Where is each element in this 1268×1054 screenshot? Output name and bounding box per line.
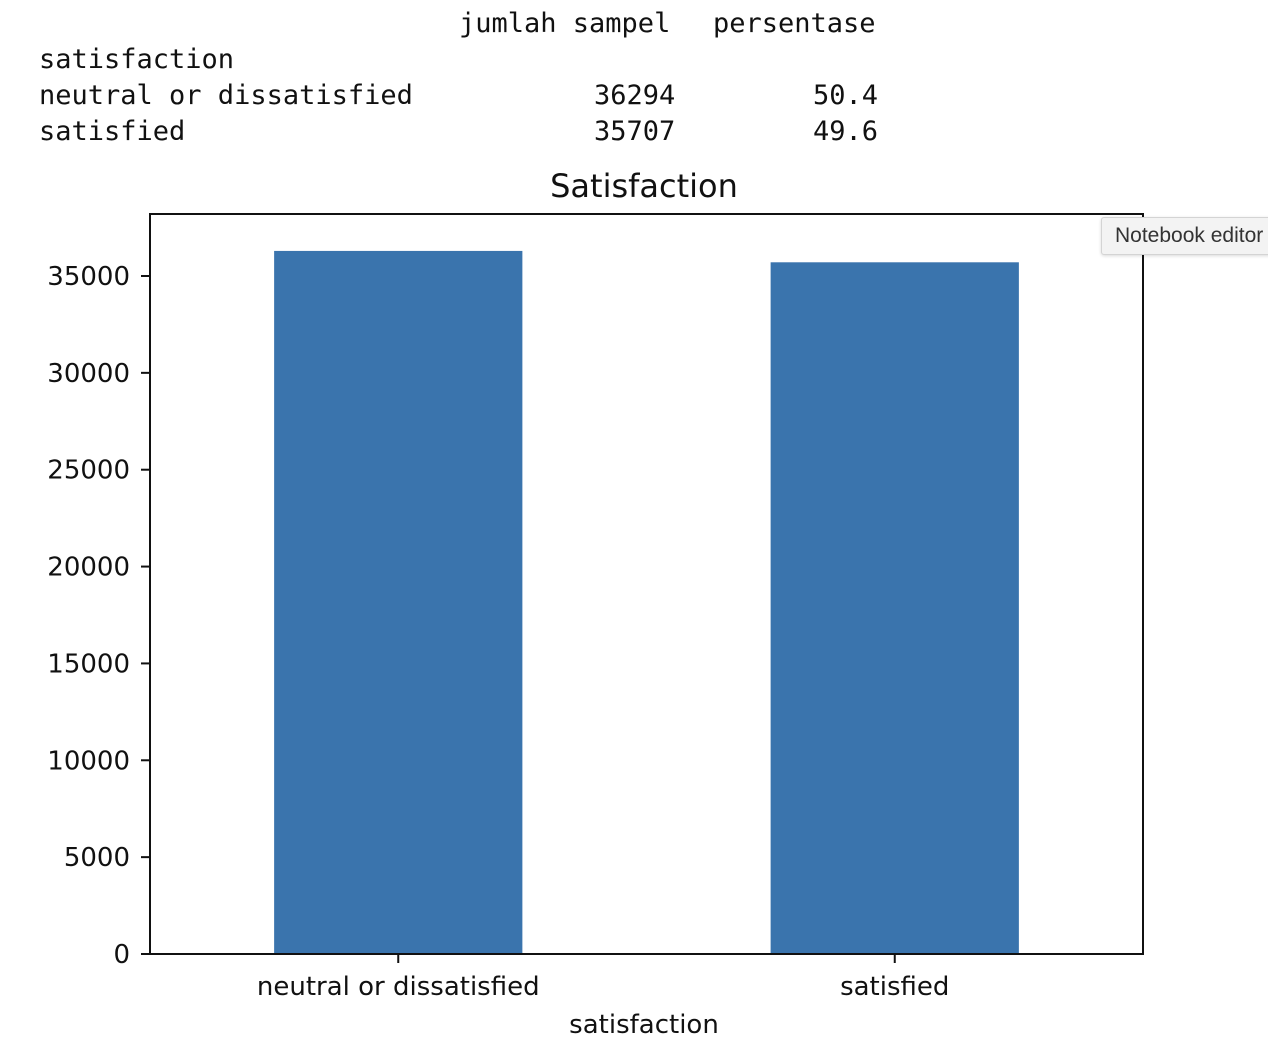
y-tick-label: 0 [113, 940, 130, 970]
bar [770, 262, 1019, 955]
bars-group [274, 250, 1019, 955]
y-axis: 0 5000 10000 15000 20000 25000 30000 35000 [47, 262, 150, 970]
x-tick-label: neutral or dissatisfied [257, 972, 540, 1002]
df-cell-percent: 49.6 [813, 116, 879, 147]
df-cell-count: 36294 [594, 80, 676, 111]
x-axis-label: satisfaction [569, 1010, 719, 1040]
bar [274, 250, 523, 955]
df-cell-count: 35707 [594, 116, 676, 147]
bar-chart: Satisfaction 0 5000 10000 15000 20000 25000 30… [47, 167, 1144, 1040]
df-column-header-count: jumlah sampel [459, 8, 671, 39]
y-tick-label: 35000 [47, 262, 130, 292]
plot-frame [149, 213, 1144, 955]
y-tick-label: 10000 [47, 746, 130, 776]
df-row-label: neutral or dissatisfied [39, 80, 413, 111]
dataframe-output: jumlah sampel persentase satisfaction ne… [0, 0, 1268, 160]
notebook-editor-tooltip: Notebook editor [1101, 217, 1268, 255]
y-tick-label: 15000 [47, 649, 130, 679]
df-column-header-percent: persentase [713, 8, 876, 39]
chart-title: Satisfaction [550, 167, 738, 205]
x-tick-label: satisfied [840, 972, 949, 1002]
df-row-label: satisfied [39, 116, 186, 147]
df-index-name: satisfaction [39, 44, 235, 75]
y-tick-label: 25000 [47, 456, 130, 486]
y-tick-label: 5000 [64, 843, 130, 873]
df-cell-percent: 50.4 [813, 80, 879, 111]
y-tick-label: 20000 [47, 553, 130, 583]
y-tick-label: 30000 [47, 359, 130, 389]
x-axis: neutral or dissatisfied satisfied [257, 954, 949, 1002]
